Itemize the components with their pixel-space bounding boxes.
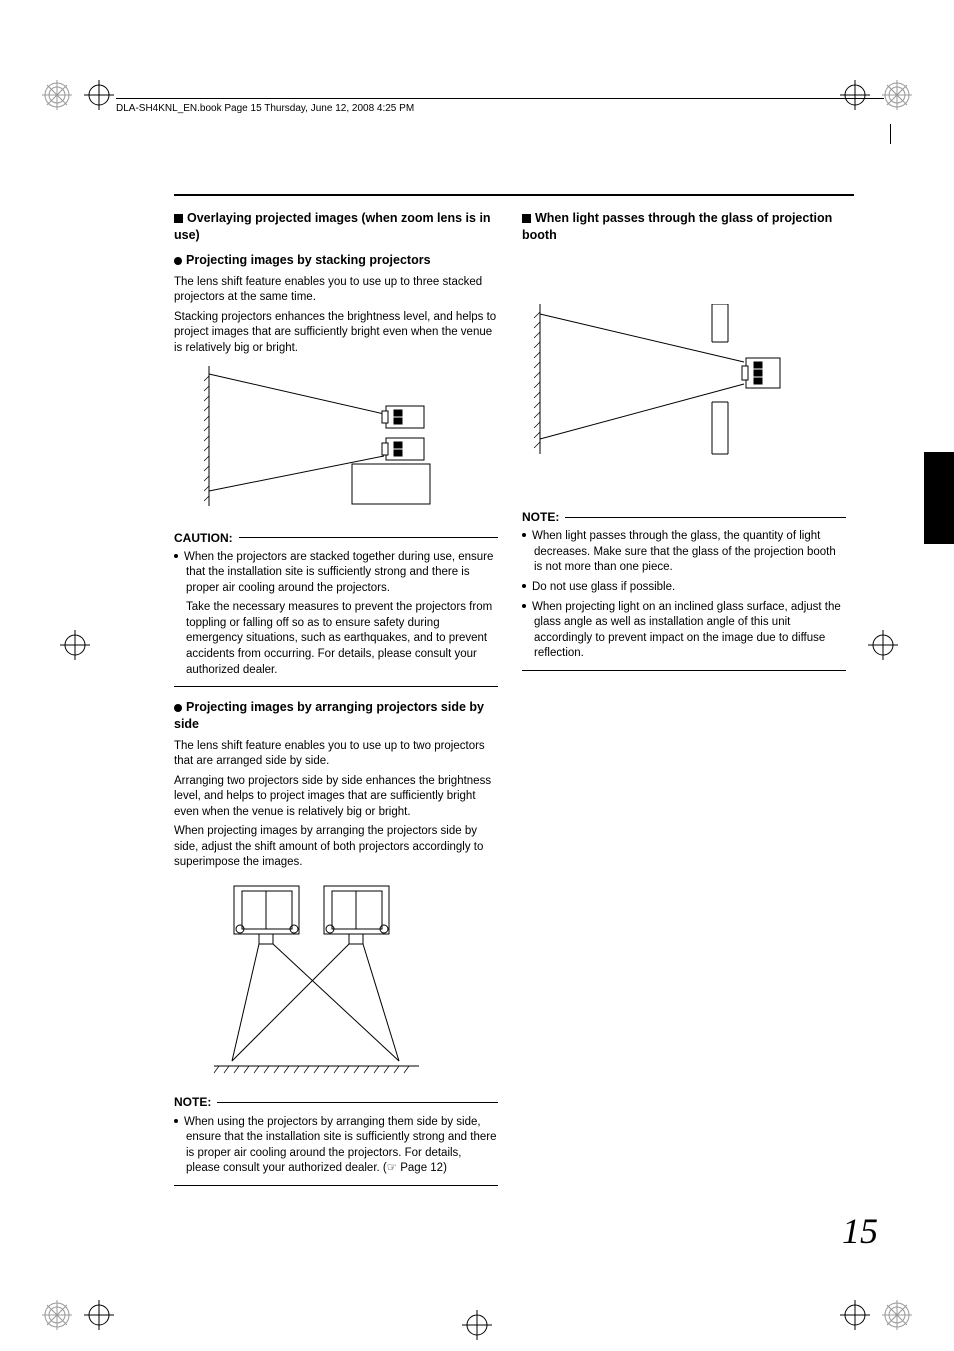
cross-br	[840, 1300, 870, 1330]
para-side-2: Arranging two projectors side by side en…	[174, 774, 498, 821]
figure-booth	[532, 304, 846, 480]
caution-label: CAUTION:	[174, 530, 498, 546]
content-area: Overlaying projected images (when zoom l…	[174, 194, 854, 1186]
cross-bc	[462, 1310, 492, 1340]
right-column: When light passes through the glass of p…	[522, 210, 846, 1186]
note-right-end-rule	[522, 670, 846, 671]
bullet-icon	[522, 584, 526, 588]
dot-bullet-icon	[174, 704, 182, 712]
caution-item-2: Take the necessary measures to prevent t…	[174, 600, 498, 678]
note-right-3: When projecting light on an inclined gla…	[522, 600, 846, 662]
note-left-end-rule	[174, 1185, 498, 1186]
header-text: DLA-SH4KNL_EN.book Page 15 Thursday, Jun…	[116, 103, 414, 114]
bullet-icon	[174, 554, 178, 558]
square-bullet-icon	[522, 214, 531, 223]
figure-stacking	[204, 366, 498, 522]
caution-item-1: When the projectors are stacked together…	[174, 550, 498, 597]
para-side-1: The lens shift feature enables you to us…	[174, 739, 498, 770]
dot-bullet-icon	[174, 257, 182, 265]
para-stack-1: The lens shift feature enables you to us…	[174, 275, 498, 306]
bullet-icon	[522, 533, 526, 537]
cross-tl	[84, 80, 114, 110]
caution-end-rule	[174, 686, 498, 687]
gear-mark-br	[882, 1300, 912, 1330]
gear-mark-tl	[42, 80, 72, 110]
cross-mr	[868, 630, 898, 660]
note-left-1: When using the projectors by arranging t…	[174, 1115, 498, 1177]
note-label-right: NOTE:	[522, 509, 846, 525]
note-label-left: NOTE:	[174, 1094, 498, 1110]
page-number: 15	[842, 1210, 878, 1252]
cross-bl	[84, 1300, 114, 1330]
gear-mark-bl	[42, 1300, 72, 1330]
bullet-icon	[174, 1119, 178, 1123]
square-bullet-icon	[174, 214, 183, 223]
heading-overlaying: Overlaying projected images (when zoom l…	[174, 210, 498, 244]
note-right-2: Do not use glass if possible.	[522, 580, 846, 596]
para-side-3: When projecting images by arranging the …	[174, 824, 498, 871]
page-header: DLA-SH4KNL_EN.book Page 15 Thursday, Jun…	[116, 98, 884, 114]
bullet-icon	[522, 604, 526, 608]
heading-booth: When light passes through the glass of p…	[522, 210, 846, 244]
figure-sidebyside	[204, 881, 498, 1087]
left-column: Overlaying projected images (when zoom l…	[174, 210, 498, 1186]
section-tab	[924, 452, 954, 544]
para-stack-2: Stacking projectors enhances the brightn…	[174, 310, 498, 357]
crop-right-line	[890, 124, 891, 144]
cross-ml	[60, 630, 90, 660]
note-right-1: When light passes through the glass, the…	[522, 529, 846, 576]
heading-sidebyside: Projecting images by arranging projector…	[174, 699, 498, 733]
heading-stacking: Projecting images by stacking projectors	[174, 252, 498, 269]
gear-mark-tr	[882, 80, 912, 110]
